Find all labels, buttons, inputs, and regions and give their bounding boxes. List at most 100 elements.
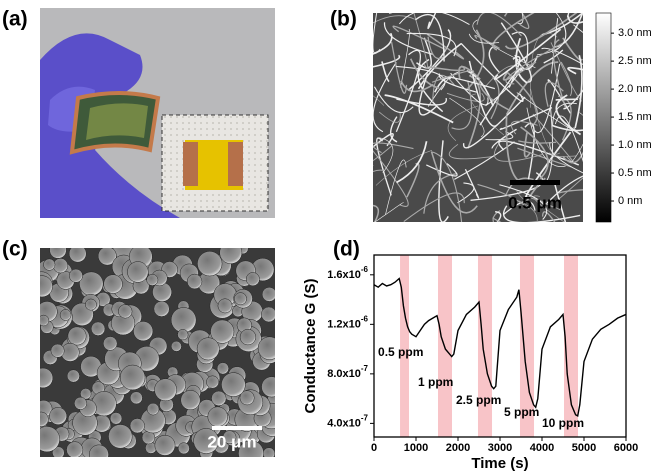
strand bbox=[533, 195, 565, 222]
sphere bbox=[234, 292, 247, 306]
sphere bbox=[261, 306, 275, 323]
strand bbox=[468, 60, 498, 127]
strand bbox=[530, 32, 558, 108]
sphere bbox=[52, 258, 69, 274]
strand bbox=[550, 17, 559, 74]
sphere bbox=[211, 390, 227, 406]
scale-label: 20 μm bbox=[207, 432, 256, 451]
strand bbox=[505, 42, 564, 85]
strand bbox=[460, 42, 524, 102]
strand bbox=[493, 144, 543, 162]
strand bbox=[413, 13, 429, 70]
strand bbox=[477, 183, 530, 210]
exposure-band bbox=[564, 255, 578, 437]
strand bbox=[384, 94, 454, 124]
sphere bbox=[109, 412, 123, 425]
y-axis-label: Conductance G (S) bbox=[302, 278, 319, 413]
strand bbox=[426, 163, 458, 177]
sphere bbox=[177, 442, 190, 455]
sphere bbox=[239, 390, 255, 406]
strand bbox=[373, 165, 374, 167]
sphere bbox=[196, 337, 220, 361]
sphere bbox=[85, 298, 97, 311]
strand bbox=[392, 25, 447, 51]
strand bbox=[398, 13, 470, 26]
sphere bbox=[59, 309, 72, 321]
strand bbox=[376, 137, 392, 196]
strand bbox=[544, 104, 553, 184]
strand bbox=[373, 142, 414, 154]
sphere bbox=[146, 402, 160, 416]
strand bbox=[468, 33, 500, 44]
strand bbox=[373, 169, 385, 173]
strand bbox=[479, 68, 523, 126]
strand bbox=[498, 140, 580, 166]
strand bbox=[524, 177, 546, 204]
strand bbox=[520, 126, 549, 180]
colorbar bbox=[595, 12, 612, 223]
strand bbox=[451, 80, 473, 130]
sphere bbox=[80, 388, 92, 400]
strand bbox=[434, 77, 452, 93]
sphere bbox=[50, 343, 65, 358]
strand bbox=[414, 14, 445, 62]
sphere bbox=[43, 258, 56, 271]
strand bbox=[552, 39, 567, 108]
sphere bbox=[133, 321, 154, 342]
strand bbox=[519, 13, 530, 29]
strand bbox=[379, 137, 394, 174]
strand bbox=[499, 184, 548, 220]
strand bbox=[474, 34, 500, 50]
sphere bbox=[153, 300, 170, 317]
strand bbox=[466, 69, 494, 107]
x-tick-label: 0 bbox=[371, 442, 377, 454]
photo bbox=[40, 8, 275, 219]
sphere bbox=[40, 275, 53, 298]
strand bbox=[446, 92, 485, 102]
band-label: 5 ppm bbox=[504, 405, 539, 419]
colorbar-label: 3.0 nm bbox=[618, 27, 652, 39]
x-tick-label: 4000 bbox=[530, 442, 554, 454]
sphere bbox=[170, 340, 182, 352]
strand bbox=[549, 152, 578, 157]
band-label: 10 ppm bbox=[542, 416, 584, 430]
strand bbox=[562, 151, 583, 164]
strand bbox=[395, 65, 446, 91]
strand bbox=[555, 98, 578, 101]
strand bbox=[466, 29, 485, 90]
strand bbox=[508, 55, 521, 88]
strand bbox=[400, 28, 410, 88]
strand bbox=[373, 95, 385, 106]
strand bbox=[547, 79, 572, 114]
strand bbox=[499, 107, 553, 131]
sphere bbox=[217, 298, 233, 314]
strand bbox=[373, 62, 397, 133]
sphere bbox=[129, 418, 145, 434]
strand bbox=[545, 175, 583, 205]
sphere bbox=[193, 428, 220, 454]
strand bbox=[409, 58, 440, 89]
strand bbox=[403, 192, 465, 222]
x-tick-label: 6000 bbox=[614, 442, 638, 454]
sphere bbox=[216, 362, 229, 375]
strand bbox=[447, 105, 479, 141]
sphere bbox=[68, 248, 87, 263]
scale-bar bbox=[510, 180, 560, 185]
sphere bbox=[40, 411, 49, 427]
strand bbox=[573, 24, 583, 33]
strand bbox=[423, 172, 458, 214]
sphere bbox=[180, 390, 201, 411]
scale-bar bbox=[212, 426, 262, 430]
x-axis-label: Time (s) bbox=[471, 455, 528, 472]
strand bbox=[373, 204, 380, 222]
strand bbox=[566, 13, 570, 18]
sphere bbox=[97, 248, 117, 266]
exposure-band bbox=[400, 255, 409, 437]
y-tick-label: 1.2x10-6 bbox=[327, 314, 368, 330]
colorbar-label: 0.5 nm bbox=[618, 167, 652, 179]
strand bbox=[530, 88, 561, 155]
strand bbox=[495, 211, 502, 222]
conductance-line bbox=[373, 277, 627, 418]
exposure-band bbox=[519, 255, 535, 437]
